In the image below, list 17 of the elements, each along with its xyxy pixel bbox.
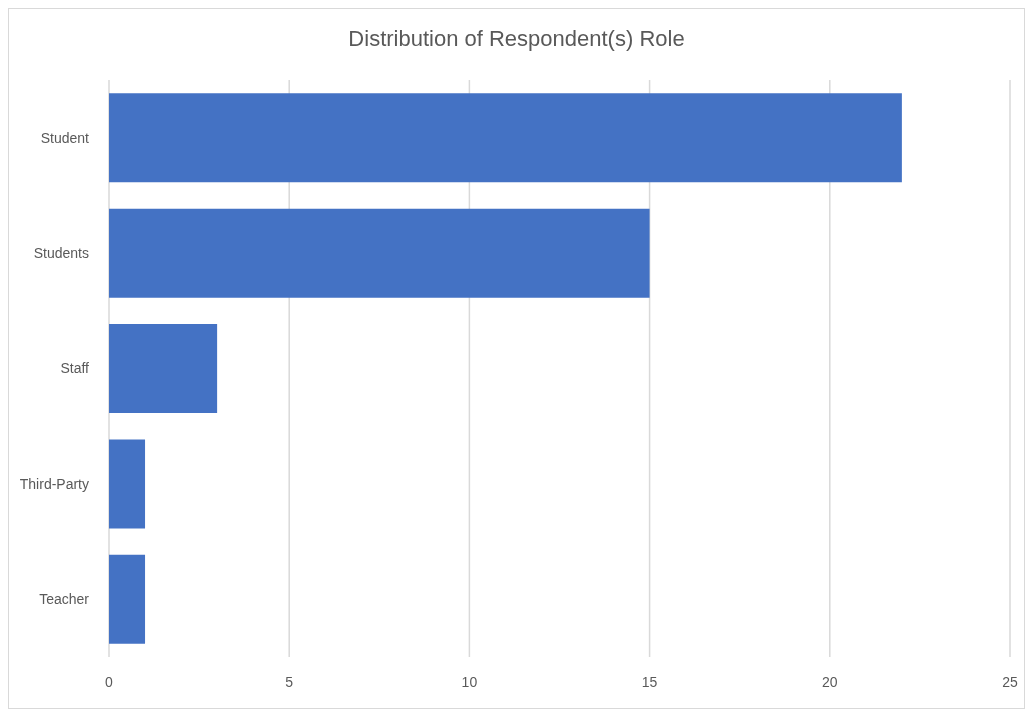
bar bbox=[109, 554, 146, 644]
chart-title: Distribution of Respondent(s) Role bbox=[347, 26, 686, 52]
y-tick-label: Staff bbox=[60, 360, 90, 377]
y-tick-label: Student bbox=[40, 129, 90, 146]
y-tick-label: Teacher bbox=[39, 591, 90, 608]
bar bbox=[109, 324, 218, 414]
x-tick-label: 0 bbox=[105, 673, 114, 690]
x-tick-label: 5 bbox=[285, 673, 294, 690]
y-tick-label: Third-Party bbox=[19, 475, 89, 492]
x-tick-label: 25 bbox=[1002, 673, 1018, 690]
x-tick-label: 15 bbox=[641, 673, 658, 690]
bar bbox=[109, 439, 146, 529]
bar bbox=[109, 208, 650, 298]
x-tick-label: 20 bbox=[822, 673, 838, 690]
y-tick-label: Students bbox=[33, 245, 89, 262]
bar bbox=[109, 93, 902, 183]
x-tick-label: 10 bbox=[461, 673, 478, 690]
